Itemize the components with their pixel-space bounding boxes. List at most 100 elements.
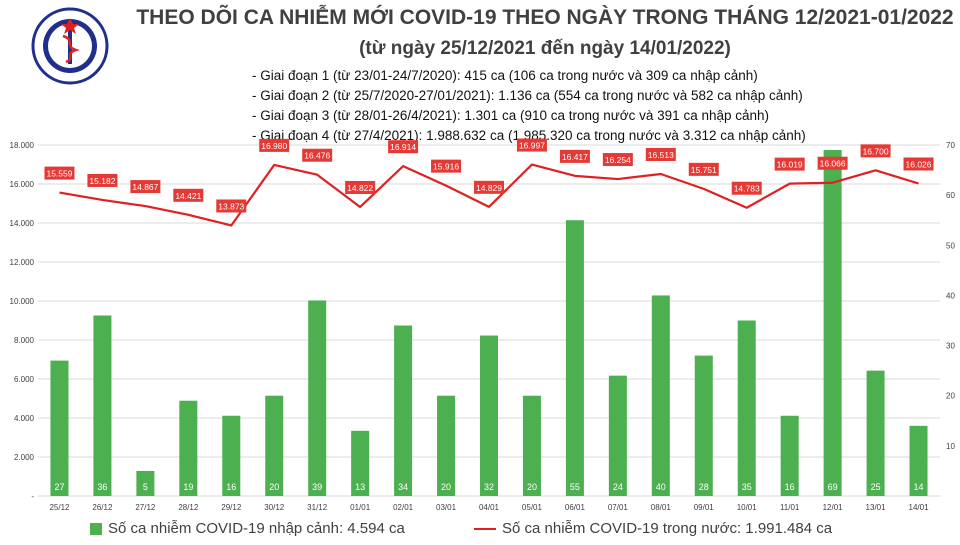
y-left-tick-label: 6.000 xyxy=(14,375,35,384)
bar-value-label: 40 xyxy=(656,482,666,492)
line-label-box xyxy=(817,156,848,170)
bar xyxy=(480,335,498,496)
chart-title: THEO DÕI CA NHIỄM MỚI COVID-19 THEO NGÀY… xyxy=(136,6,954,29)
line-label-box xyxy=(731,181,762,195)
x-tick-label: 25/12 xyxy=(49,503,70,512)
y-right-tick-label: 30 xyxy=(946,342,955,351)
y-left-tick-label: 18.000 xyxy=(10,141,35,150)
stage-line-2: - Giai đoạn 2 (từ 25/7/2020-27/01/2021):… xyxy=(252,88,803,103)
bar-value-label: 13 xyxy=(355,482,365,492)
line-value-label: 16.066 xyxy=(820,159,846,169)
bar xyxy=(351,430,370,496)
line-label-box xyxy=(87,173,118,187)
line-label-box xyxy=(302,148,333,162)
line-label-box xyxy=(559,149,590,163)
legend-label-imported: Số ca nhiễm COVID-19 nhập cảnh: 4.594 ca xyxy=(108,520,405,537)
y-right-tick-label: 70 xyxy=(946,141,955,150)
bar xyxy=(522,395,541,496)
x-tick-label: 04/01 xyxy=(479,503,500,512)
bar-value-label: 14 xyxy=(914,482,924,492)
x-tick-label: 31/12 xyxy=(307,503,328,512)
bar xyxy=(737,320,756,496)
bar-value-label: 20 xyxy=(441,482,451,492)
line-value-label: 16.700 xyxy=(863,146,889,156)
line-label-box xyxy=(903,157,934,171)
bar xyxy=(136,470,155,496)
stage-line-1: - Giai đoạn 1 (từ 23/01-24/7/2020): 415 … xyxy=(252,68,758,83)
line-label-box xyxy=(474,180,504,194)
line-value-label: 16.914 xyxy=(390,142,416,152)
bar xyxy=(866,370,885,496)
bar xyxy=(909,425,928,496)
legend-bar-swatch xyxy=(90,522,102,535)
line-value-label: 16.476 xyxy=(304,151,330,161)
line-value-label: 14.867 xyxy=(132,182,158,192)
legend-line-swatch xyxy=(474,527,496,530)
line-label-box xyxy=(173,188,204,202)
line-label-box xyxy=(44,166,75,180)
y-left-tick-label: - xyxy=(31,492,34,501)
bar xyxy=(308,300,327,496)
x-tick-label: 11/01 xyxy=(780,503,800,512)
x-tick-label: 26/12 xyxy=(92,503,113,512)
line-value-label: 15.559 xyxy=(46,169,72,179)
bar-value-label: 24 xyxy=(613,482,623,492)
x-tick-label: 03/01 xyxy=(436,503,457,512)
line-label-box xyxy=(688,162,719,176)
y-right-tick-label: 10 xyxy=(946,442,955,451)
line-value-label: 16.513 xyxy=(648,150,674,160)
chart-subtitle: (từ ngày 25/12/2021 đến ngày 14/01/2022) xyxy=(359,38,731,59)
x-tick-label: 29/12 xyxy=(221,503,242,512)
bar-value-label: 69 xyxy=(828,482,838,492)
y-left-tick-label: 12.000 xyxy=(10,258,35,267)
bar xyxy=(565,220,584,496)
bar-value-label: 35 xyxy=(742,482,752,492)
x-tick-label: 09/01 xyxy=(694,503,715,512)
line-value-label: 16.026 xyxy=(906,159,932,169)
bar xyxy=(265,395,284,496)
bar xyxy=(651,295,670,496)
bar xyxy=(222,415,241,496)
bar-value-label: 25 xyxy=(871,482,881,492)
stage-line-3: - Giai đoạn 3 (từ 28/01-26/4/2021): 1.30… xyxy=(252,108,770,123)
line-value-label: 13.873 xyxy=(218,201,244,211)
bar xyxy=(608,375,627,496)
bar-value-label: 36 xyxy=(97,482,107,492)
line-value-label: 16.980 xyxy=(261,141,287,151)
ministry-of-health-logo xyxy=(31,7,109,85)
line-label-box xyxy=(388,140,419,154)
y-left-tick-label: 2.000 xyxy=(14,453,35,462)
line-label-box xyxy=(216,199,247,213)
bar-value-label: 5 xyxy=(143,482,148,492)
x-tick-label: 08/01 xyxy=(651,503,672,512)
bar xyxy=(93,315,112,496)
line-value-label: 15.751 xyxy=(691,165,717,175)
x-tick-label: 07/01 xyxy=(608,503,629,512)
line-label-box xyxy=(774,157,805,171)
x-tick-label: 05/01 xyxy=(522,503,543,512)
line-label-box xyxy=(431,159,462,173)
bar-value-label: 16 xyxy=(785,482,795,492)
y-left-tick-label: 10.000 xyxy=(10,297,35,306)
bar xyxy=(694,355,713,496)
line-value-label: 14.783 xyxy=(734,184,760,194)
y-right-tick-label: 60 xyxy=(946,191,955,200)
x-tick-label: 13/01 xyxy=(866,503,887,512)
line-value-label: 14.822 xyxy=(347,183,373,193)
line-value-label: 16.254 xyxy=(605,155,631,165)
x-tick-label: 10/01 xyxy=(737,503,758,512)
y-right-tick-label: 50 xyxy=(946,241,955,250)
line-label-box xyxy=(645,147,676,161)
line-label-box xyxy=(130,180,161,194)
line-value-label: 16.019 xyxy=(777,160,803,170)
y-left-tick-label: 16.000 xyxy=(10,180,35,189)
bar xyxy=(823,150,842,496)
y-left-tick-label: 4.000 xyxy=(14,414,35,423)
x-tick-label: 28/12 xyxy=(178,503,199,512)
bar xyxy=(780,415,799,496)
line-value-label: 15.182 xyxy=(89,176,115,186)
stage-summary: - Giai đoạn 1 (từ 23/01-24/7/2020): 415 … xyxy=(252,66,806,146)
line-label-box xyxy=(259,138,290,152)
